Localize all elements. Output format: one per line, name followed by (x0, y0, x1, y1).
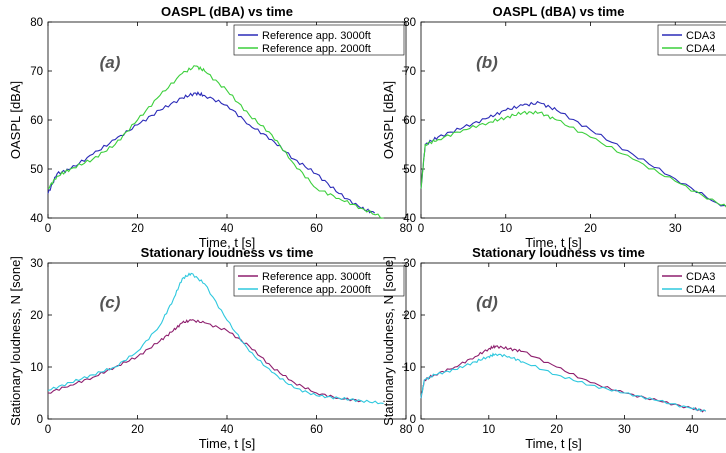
chart-title: OASPL (dBA) vs time (493, 4, 625, 19)
chart-panel-4: 010203040500102030CDA3CDA4Stationary lou… (381, 245, 726, 451)
legend-entry: CDA4 (686, 43, 715, 55)
y-tick-label: 50 (403, 164, 416, 176)
legend (657, 265, 726, 297)
panel-label: (d) (476, 293, 498, 312)
y-tick-label: 10 (30, 362, 43, 374)
chart-panel-1: 0 20 40 60 80 40 50 60 70 80 Reference app. 3000ft… (8, 4, 412, 250)
x-tick-label: 0 (45, 424, 51, 436)
x-tick-label: 10 (482, 424, 495, 436)
x-axis-label: Time, t [s] (525, 235, 582, 250)
y-axis-label: OASPL [dBA] (381, 81, 396, 159)
panel-label: (c) (100, 293, 121, 312)
chart-title: OASPL (dBA) vs time (161, 4, 293, 19)
legend-entry: Reference app. 3000ft (262, 271, 371, 283)
y-tick-label: 60 (30, 115, 43, 127)
x-axis-label: Time, t [s] (199, 235, 256, 250)
y-tick-label: 30 (30, 258, 43, 270)
y-tick-label: 10 (403, 362, 416, 374)
y-tick-label: 40 (30, 213, 43, 225)
legend-entry: Reference app. 2000ft (262, 43, 371, 55)
y-tick-label: 50 (30, 164, 43, 176)
y-tick-label: 0 (410, 414, 416, 426)
x-tick-label: 40 (221, 424, 234, 436)
y-tick-label: 80 (403, 17, 416, 29)
series-line-2 (420, 110, 726, 208)
series-line-2 (47, 272, 384, 405)
x-tick-label: 40 (686, 424, 699, 436)
y-tick-label: 0 (37, 414, 43, 426)
y-tick-label: 30 (403, 258, 416, 270)
legend (233, 265, 405, 297)
legend (657, 24, 726, 56)
y-axis-label: Stationary loudness, N [sone] (381, 256, 396, 426)
x-tick-label: 30 (618, 424, 631, 436)
y-tick-label: 40 (403, 213, 416, 225)
y-axis-label: Stationary loudness, N [sone] (8, 256, 23, 426)
y-tick-label: 60 (403, 115, 416, 127)
series-line-2 (420, 352, 707, 412)
legend (233, 24, 405, 56)
legend-entry: CDA3 (686, 30, 715, 42)
series-line-2 (47, 65, 384, 219)
y-tick-label: 80 (30, 17, 43, 29)
x-tick-label: 40 (221, 223, 234, 235)
x-tick-label: 60 (310, 223, 323, 235)
x-tick-label: 10 (499, 223, 512, 235)
chart-title: Stationary loudness vs time (141, 245, 314, 260)
x-tick-label: 0 (418, 223, 424, 235)
x-axis-label: Time, t [s] (199, 436, 256, 451)
y-axis-label: OASPL [dBA] (8, 81, 23, 159)
series-line-1 (420, 100, 726, 207)
x-tick-label: 30 (669, 223, 682, 235)
legend-entry: CDA3 (686, 271, 715, 283)
y-tick-label: 20 (403, 310, 416, 322)
x-tick-label: 80 (400, 223, 413, 235)
chart-panel-3: 0 20 40 60 80 0 10 20 30 Reference app. 3000ftRef… (8, 245, 412, 451)
chart-title: Stationary loudness vs time (472, 245, 645, 260)
x-tick-label: 80 (400, 424, 413, 436)
y-tick-label: 70 (30, 66, 43, 78)
x-tick-label: 20 (131, 424, 144, 436)
x-tick-label: 20 (550, 424, 563, 436)
chart-panel-2: 0102030404050607080CDA3CDA4OASPL (dBA) v… (381, 4, 726, 250)
x-tick-label: 0 (418, 424, 424, 436)
x-tick-label: 20 (584, 223, 597, 235)
series-line-1 (47, 91, 376, 214)
panel-label: (a) (100, 53, 121, 72)
legend-entry: CDA4 (686, 284, 715, 296)
panel-label: (b) (476, 53, 498, 72)
series-line-1 (47, 319, 362, 403)
legend-entry: Reference app. 3000ft (262, 30, 371, 42)
x-tick-label: 20 (131, 223, 144, 235)
legend-entry: Reference app. 2000ft (262, 284, 371, 296)
x-axis-label: Time, t [s] (525, 436, 582, 451)
x-tick-label: 0 (45, 223, 51, 235)
y-tick-label: 70 (403, 66, 416, 78)
x-tick-label: 60 (310, 424, 323, 436)
y-tick-label: 20 (30, 310, 43, 322)
